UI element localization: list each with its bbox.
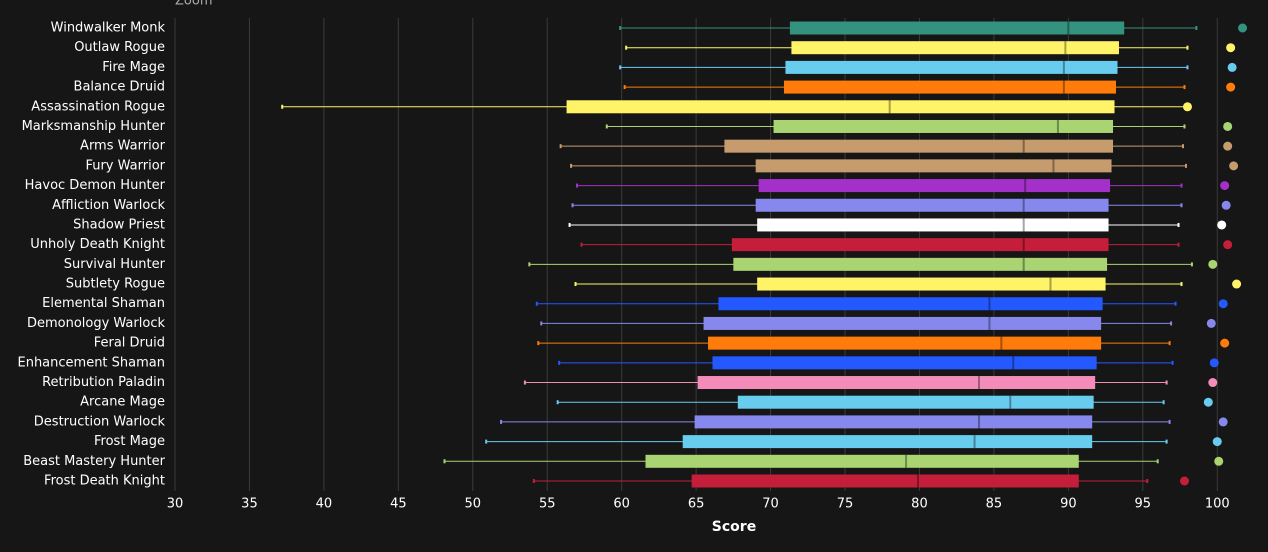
box (682, 435, 1093, 449)
category-label: Shadow Priest (73, 217, 165, 232)
outlier (1226, 43, 1236, 53)
category-label: Assassination Rogue (31, 99, 165, 114)
outlier (1179, 476, 1189, 486)
outlier (1223, 240, 1233, 250)
category-label: Retribution Paladin (42, 375, 165, 390)
box (773, 119, 1114, 133)
category-label: Marksmanship Hunter (22, 119, 166, 134)
outlier (1221, 200, 1231, 210)
category-label: Frost Mage (94, 434, 165, 449)
outlier (1203, 397, 1213, 407)
x-tick-label: 80 (911, 497, 928, 512)
outlier (1217, 220, 1227, 230)
outlier (1226, 82, 1236, 92)
category-label: Demonology Warlock (27, 316, 166, 331)
outlier (1223, 121, 1233, 131)
category-label: Balance Druid (74, 80, 165, 95)
box (708, 336, 1102, 350)
outlier (1212, 437, 1222, 447)
box (645, 454, 1079, 468)
outlier (1223, 141, 1233, 151)
x-tick-label: 95 (1135, 497, 1152, 512)
box (703, 316, 1102, 330)
box (755, 198, 1109, 212)
zoom-label: Zoom (175, 0, 212, 9)
category-label: Fury Warrior (85, 158, 165, 173)
outlier (1209, 358, 1219, 368)
box (724, 139, 1114, 153)
x-tick-label: 100 (1205, 497, 1230, 512)
x-tick-label: 75 (837, 497, 854, 512)
outlier (1232, 279, 1242, 289)
category-label: Affliction Warlock (52, 198, 165, 213)
outlier (1229, 161, 1239, 171)
box (694, 415, 1093, 429)
x-tick-label: 85 (986, 497, 1003, 512)
box (789, 21, 1125, 35)
outlier (1220, 181, 1230, 191)
category-label: Havoc Demon Hunter (25, 178, 166, 193)
x-axis-title: Score (712, 519, 756, 535)
x-tick-label: 60 (613, 497, 630, 512)
box (733, 257, 1108, 271)
box (757, 218, 1109, 232)
category-label: Subtlety Rogue (66, 277, 165, 292)
category-label: Beast Mastery Hunter (23, 454, 165, 469)
category-label: Destruction Warlock (34, 414, 166, 429)
category-label: Survival Hunter (64, 257, 166, 272)
x-tick-label: 50 (465, 497, 482, 512)
box (566, 100, 1115, 114)
category-label: Feral Druid (94, 336, 165, 351)
box (758, 179, 1111, 193)
box (718, 297, 1103, 311)
category-label: Frost Death Knight (44, 474, 165, 489)
x-tick-label: 70 (762, 497, 779, 512)
x-tick-label: 30 (167, 497, 184, 512)
outlier (1214, 456, 1224, 466)
category-label: Elemental Shaman (42, 296, 165, 311)
box (712, 356, 1097, 370)
outlier (1208, 378, 1218, 388)
x-tick-label: 35 (241, 497, 258, 512)
category-label: Outlaw Rogue (74, 40, 165, 55)
outlier (1220, 338, 1230, 348)
box (791, 41, 1119, 55)
x-tick-label: 40 (316, 497, 333, 512)
category-label: Unholy Death Knight (30, 237, 165, 252)
category-label: Arms Warrior (80, 139, 166, 154)
outlier (1218, 299, 1228, 309)
category-label: Fire Mage (102, 60, 165, 75)
outlier (1218, 417, 1228, 427)
box (785, 60, 1118, 74)
x-tick-label: 90 (1060, 497, 1077, 512)
outlier (1208, 259, 1218, 269)
category-label: Enhancement Shaman (17, 355, 165, 370)
box (755, 159, 1112, 173)
box (783, 80, 1116, 94)
x-tick-label: 55 (539, 497, 556, 512)
box (737, 395, 1094, 409)
outlier (1206, 318, 1216, 328)
box (691, 474, 1079, 488)
category-label: Arcane Mage (80, 395, 165, 410)
outlier (1182, 102, 1192, 112)
x-tick-label: 45 (390, 497, 407, 512)
box (697, 376, 1096, 390)
category-label: Windwalker Monk (51, 21, 166, 36)
outlier (1227, 62, 1237, 72)
box (757, 277, 1106, 291)
x-tick-label: 65 (688, 497, 705, 512)
box (731, 238, 1109, 252)
outlier (1238, 23, 1248, 33)
